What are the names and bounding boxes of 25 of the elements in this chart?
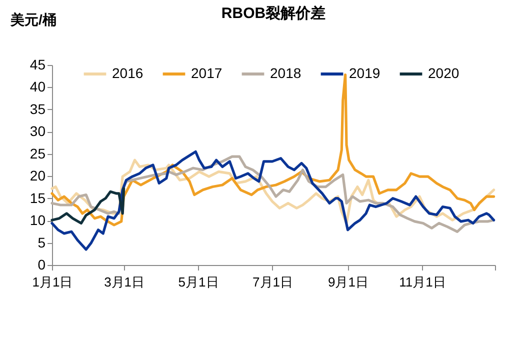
y-tick-label: 20 (30, 168, 46, 184)
line-series (50, 187, 126, 225)
y-tick-label: 30 (30, 123, 46, 140)
x-tick-label: 5月1日 (178, 274, 219, 290)
legend-label: 2020 (428, 65, 460, 81)
y-tick-label: 35 (30, 100, 46, 117)
y-tick-label: 0 (38, 256, 46, 272)
legend-label: 2019 (349, 65, 380, 81)
y-tick-label: 5 (38, 234, 46, 250)
y-axis-title: 美元/桶 (10, 12, 56, 28)
line-series (50, 150, 496, 251)
chart-title: RBOB裂解价差 (221, 5, 326, 22)
y-tick-label: 15 (30, 190, 46, 206)
y-tick-label: 40 (30, 78, 46, 95)
x-tick-label: 3月1日 (104, 274, 145, 290)
x-tick-label: 7月1日 (252, 274, 294, 290)
legend-label: 2017 (191, 65, 222, 81)
y-tick-label: 45 (30, 56, 46, 72)
y-tick-label: 25 (30, 145, 46, 162)
x-tick-label: 1月1日 (32, 274, 73, 290)
legend-label: 2016 (112, 65, 144, 81)
x-tick-label: 9月1日 (328, 274, 368, 290)
x-tick-label: 11月1日 (399, 274, 446, 290)
legend-label: 2018 (270, 65, 302, 81)
y-tick-label: 10 (30, 212, 46, 228)
